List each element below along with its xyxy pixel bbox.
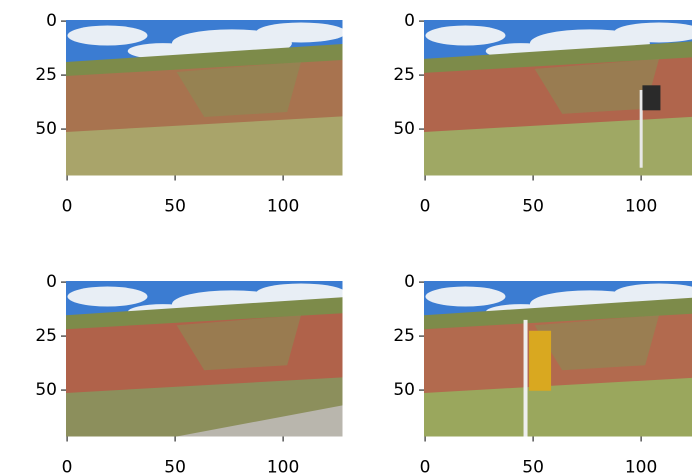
- cloud: [614, 283, 692, 304]
- y-tick-label: 25: [35, 326, 57, 346]
- y-tick-label: 0: [404, 11, 415, 31]
- x-tick-label: 50: [164, 197, 186, 217]
- cloud: [614, 22, 692, 43]
- y-tick-label: 25: [393, 65, 415, 85]
- photo: [66, 281, 343, 437]
- subplot: 0 50 100 0 25 50: [35, 272, 343, 476]
- x-tick-label: 0: [62, 197, 73, 217]
- x-tick-label: 100: [267, 458, 299, 476]
- x-tick-label: 100: [267, 197, 299, 217]
- y-tick-label: 50: [393, 380, 415, 400]
- y-tick-label: 50: [393, 119, 415, 139]
- y-tick-label: 0: [404, 272, 415, 292]
- cloud: [425, 25, 506, 46]
- grass: [66, 116, 343, 176]
- photo: [424, 20, 692, 176]
- y-tick-label: 50: [35, 119, 57, 139]
- subplot: 0 50 100 0 25 50: [35, 11, 343, 217]
- x-tick-label: 50: [164, 458, 186, 476]
- vegetation: [176, 61, 302, 117]
- grass: [424, 377, 692, 437]
- x-tick-label: 50: [522, 458, 544, 476]
- x-tick-label: 0: [420, 197, 431, 217]
- cloud: [425, 286, 506, 307]
- vegetation: [534, 58, 660, 114]
- subplot: 0 50 100 0 25 50: [393, 11, 692, 217]
- sign: [529, 330, 552, 391]
- photo: [424, 281, 692, 437]
- y-tick-label: 0: [46, 11, 57, 31]
- y-tick-label: 50: [35, 380, 57, 400]
- y-tick-label: 25: [35, 65, 57, 85]
- road: [176, 405, 343, 437]
- cloud: [256, 283, 343, 304]
- x-tick-label: 0: [420, 458, 431, 476]
- cloud: [67, 25, 148, 46]
- cloud: [67, 286, 148, 307]
- cloud: [256, 22, 343, 43]
- subplot: 0 50 100 0 25 50: [393, 272, 692, 476]
- y-tick-label: 0: [46, 272, 57, 292]
- photo: [66, 20, 343, 176]
- x-tick-label: 0: [62, 458, 73, 476]
- sign-post: [523, 319, 528, 437]
- sign: [642, 85, 661, 111]
- x-tick-label: 100: [625, 197, 657, 217]
- x-tick-label: 100: [625, 458, 657, 476]
- vegetation: [534, 315, 660, 371]
- sign-post: [639, 89, 643, 168]
- vegetation: [176, 315, 302, 371]
- x-tick-label: 50: [522, 197, 544, 217]
- y-tick-label: 25: [393, 326, 415, 346]
- grass: [424, 116, 692, 176]
